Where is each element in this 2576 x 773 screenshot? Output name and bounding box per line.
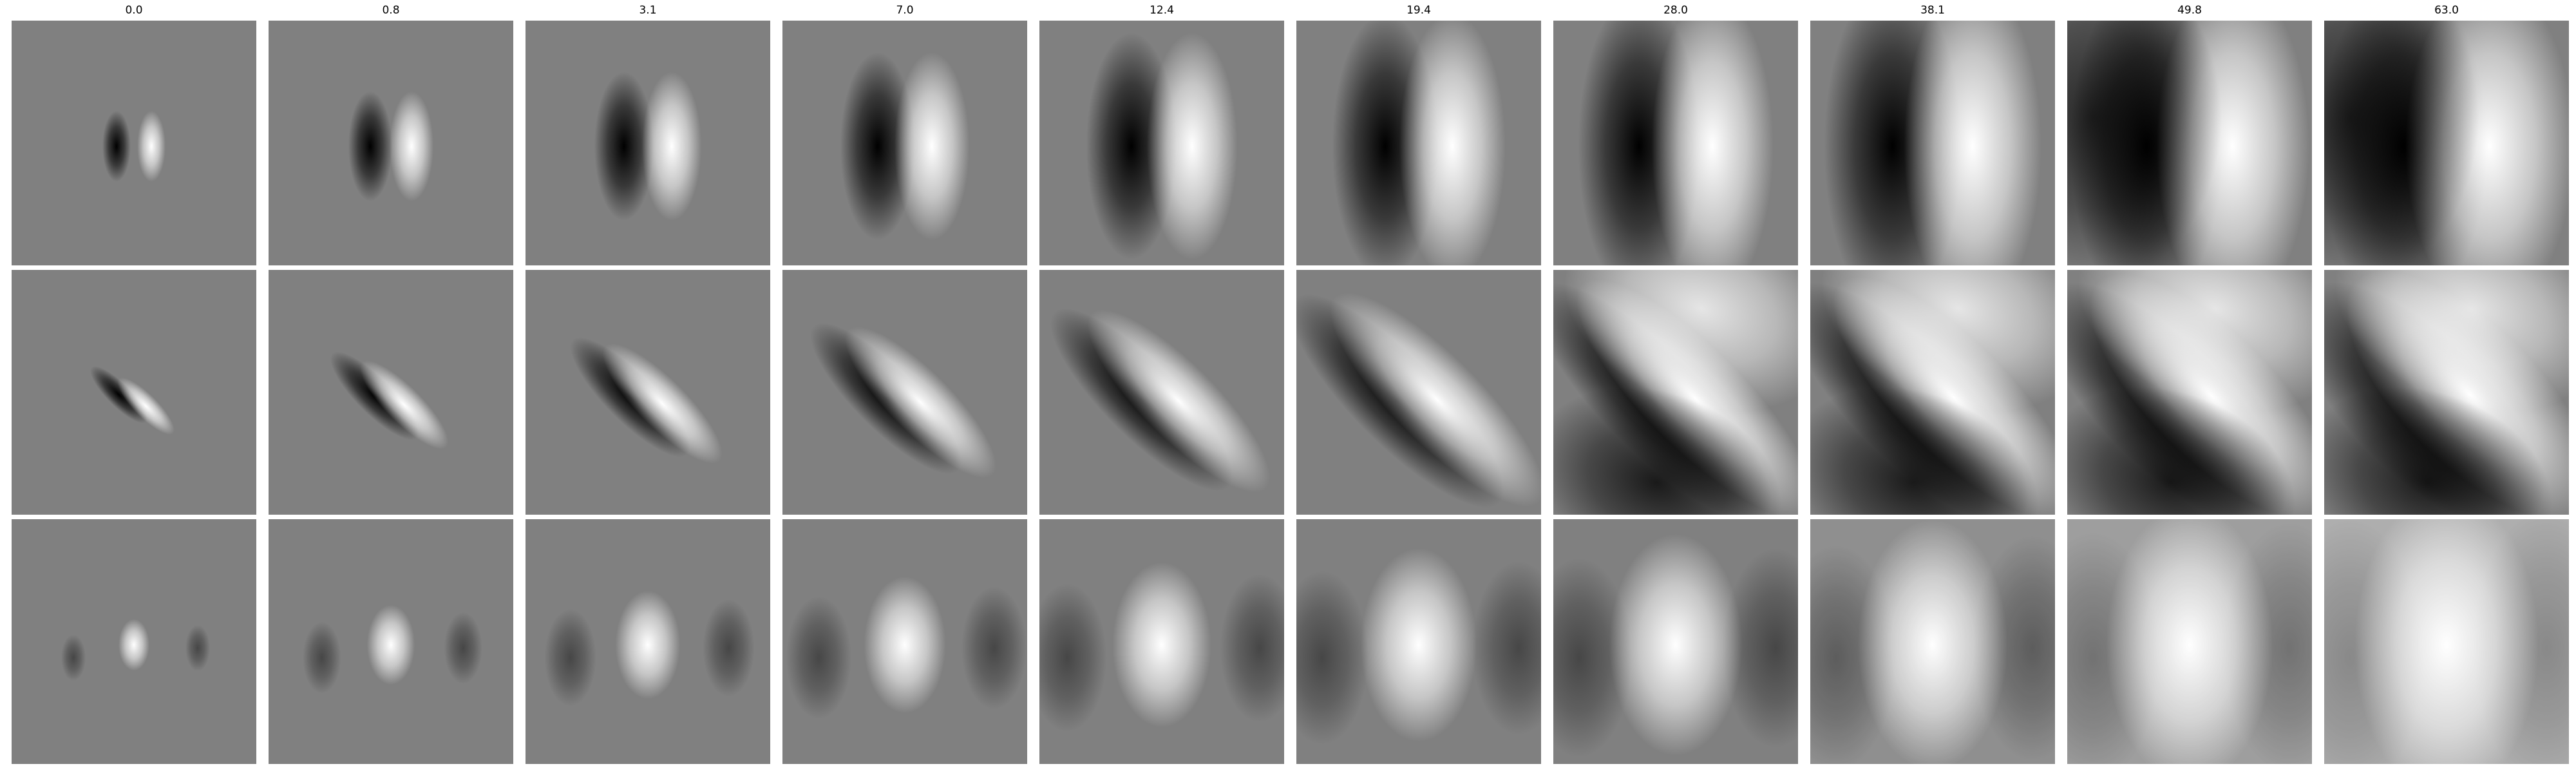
- column-title: 7.0: [896, 4, 914, 17]
- filter-panel: [782, 21, 1027, 265]
- image-grid: [12, 21, 2569, 764]
- filter-panel: [2067, 519, 2312, 764]
- filter-panel: [1296, 519, 1541, 764]
- filter-panel: [2324, 270, 2569, 515]
- filter-panel: [12, 519, 256, 764]
- filter-panel: [1553, 270, 1798, 515]
- filter-panel: [2324, 21, 2569, 265]
- filter-panel: [2324, 519, 2569, 764]
- column-title: 38.1: [1920, 4, 1945, 17]
- column-title: 0.8: [382, 4, 400, 17]
- filter-panel: [1039, 270, 1284, 515]
- filter-panel: [269, 519, 513, 764]
- filter-panel: [2067, 21, 2312, 265]
- filter-panel: [1810, 519, 2055, 764]
- filter-panel: [1039, 21, 1284, 265]
- filter-panel: [1810, 21, 2055, 265]
- filter-panel: [526, 270, 770, 515]
- filter-panel: [2067, 270, 2312, 515]
- column-title: 49.8: [2177, 4, 2202, 17]
- filter-panel: [12, 270, 256, 515]
- filter-panel: [526, 519, 770, 764]
- filter-panel: [1039, 519, 1284, 764]
- filter-panel: [782, 519, 1027, 764]
- filter-panel: [1553, 519, 1798, 764]
- filter-panel: [526, 21, 770, 265]
- filter-panel: [1810, 270, 2055, 515]
- filter-panel: [1296, 270, 1541, 515]
- column-title: 12.4: [1150, 4, 1174, 17]
- column-title: 19.4: [1406, 4, 1431, 17]
- filter-panel: [269, 21, 513, 265]
- column-title: 63.0: [2434, 4, 2459, 17]
- column-title: 3.1: [639, 4, 657, 17]
- filter-panel: [1296, 21, 1541, 265]
- column-title: 0.0: [125, 4, 143, 17]
- filter-panel: [12, 21, 256, 265]
- column-title: 28.0: [1663, 4, 1688, 17]
- filter-panel: [269, 270, 513, 515]
- filter-panel: [1553, 21, 1798, 265]
- filter-panel: [782, 270, 1027, 515]
